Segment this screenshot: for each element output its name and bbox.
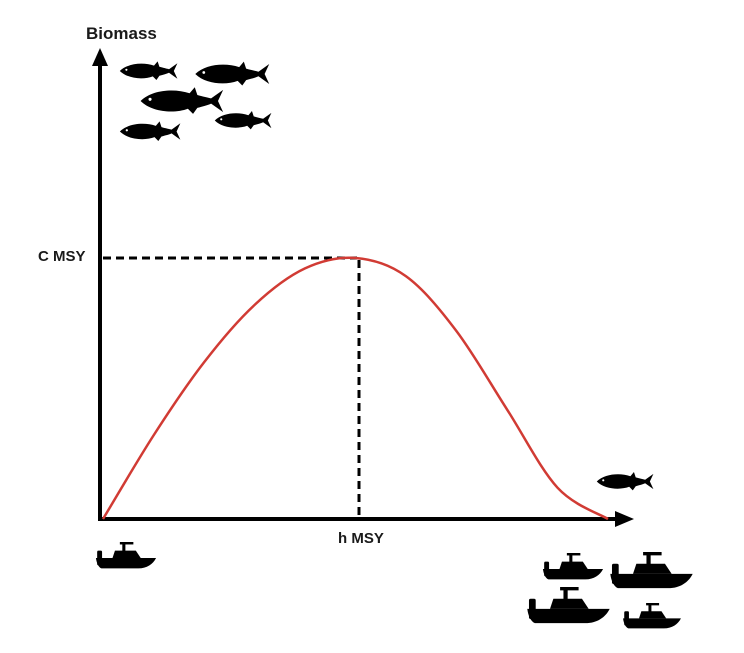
h-msy-label: h MSY: [338, 530, 384, 547]
boat-icon: [623, 603, 681, 629]
boat-icon: [610, 552, 693, 589]
fish-icon: [195, 61, 270, 86]
fish-icon: [214, 111, 272, 130]
y-axis-label: Biomass: [86, 24, 157, 43]
y-axis-arrowhead: [92, 48, 108, 66]
fish-icon: [596, 472, 654, 491]
yield-curve: [101, 256, 609, 521]
fish-icon: [140, 87, 224, 114]
fish-icon: [119, 61, 178, 80]
fish-icon: [119, 121, 181, 141]
x-axis-arrowhead: [615, 511, 634, 527]
boat-icon: [95, 542, 157, 569]
c-msy-label: C MSY: [38, 248, 86, 265]
boat-icon: [527, 587, 610, 624]
boat-icon: [542, 553, 604, 580]
